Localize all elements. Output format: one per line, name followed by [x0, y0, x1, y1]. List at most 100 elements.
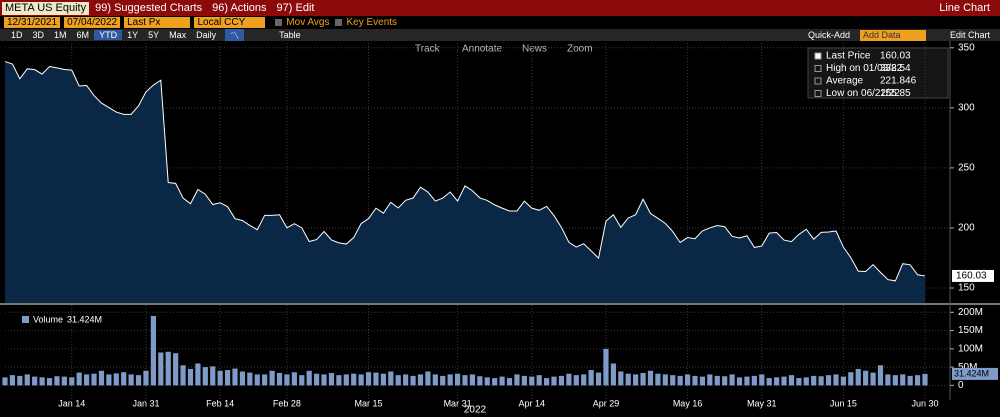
volume-bar — [803, 377, 809, 386]
volume-bar — [484, 377, 490, 386]
volume-bar — [870, 372, 876, 386]
checkbox[interactable] — [275, 19, 283, 26]
volume-bar — [447, 374, 453, 386]
volume-bar — [581, 374, 587, 386]
volume-bar — [818, 376, 824, 386]
volume-bar — [551, 376, 557, 386]
volume-bar — [670, 375, 676, 386]
stat-value: 160.03 — [880, 51, 911, 62]
y-tick-label: 200 — [958, 223, 975, 234]
volume-bar — [848, 372, 854, 386]
y-tick-label: 200M — [958, 307, 983, 318]
volume-bar — [388, 371, 394, 386]
volume-bar — [113, 373, 119, 386]
volume-bar — [17, 375, 23, 386]
volume-bar — [892, 375, 898, 386]
title-bar: META US Equity 99) Suggested Charts 96) … — [0, 0, 1000, 16]
volume-bar — [314, 373, 320, 386]
annotate-tool[interactable]: Annotate — [462, 44, 502, 55]
y-tick-label: 250 — [958, 163, 975, 174]
volume-bar — [907, 375, 913, 386]
volume-bar — [150, 315, 156, 386]
stat-label: High on 01/03/22 — [826, 63, 903, 74]
stat-label: Average — [826, 76, 864, 87]
edit-menu[interactable]: 97) Edit — [276, 2, 315, 14]
volume-bar — [781, 376, 787, 386]
volume-bar — [811, 375, 817, 386]
line-icon[interactable]: 〽 — [225, 28, 245, 42]
period-button[interactable]: 6M — [76, 30, 90, 40]
volume-bar — [143, 370, 149, 386]
volume-bar — [61, 376, 67, 386]
volume-bar — [425, 371, 431, 386]
period-button[interactable]: YTD — [94, 30, 123, 40]
frequency-select[interactable]: Daily — [196, 30, 217, 40]
volume-bar — [736, 377, 743, 386]
volume-bar — [573, 375, 579, 386]
zoom-tool[interactable]: Zoom — [567, 44, 593, 55]
period-bar: 1D 3D 1M 6M YTD 1Y 5Y Max Daily 〽 Table … — [0, 28, 1000, 42]
volume-bar — [774, 377, 780, 386]
volume-bar — [454, 373, 461, 386]
volume-bar — [239, 371, 246, 386]
suggested-charts[interactable]: 99) Suggested Charts — [95, 2, 203, 14]
last-volume-label: 31.424M — [954, 368, 989, 378]
news-tool[interactable]: News — [522, 44, 547, 55]
volume-bar — [863, 370, 869, 386]
key-events[interactable]: Key Events — [346, 17, 398, 28]
period-button[interactable]: 1D — [11, 30, 23, 40]
volume-bar — [536, 375, 542, 386]
period-button[interactable]: Max — [169, 30, 187, 40]
stat-label: Last Price — [826, 51, 871, 62]
last-price-label: 160.03 — [956, 271, 987, 282]
currency-select[interactable]: Local CCY — [194, 17, 266, 28]
volume-bar — [276, 372, 283, 386]
stat-icon — [814, 65, 822, 72]
x-tick-label: Feb 28 — [273, 398, 301, 408]
volume-bar — [566, 373, 572, 386]
period-button[interactable]: 3D — [32, 30, 45, 40]
stat-icon — [814, 52, 822, 60]
volume-bar — [306, 370, 312, 386]
volume-bar — [46, 378, 53, 386]
volume-bar — [217, 370, 223, 386]
volume-bar — [499, 376, 505, 386]
volume-bar — [291, 372, 297, 386]
price-area — [5, 61, 925, 303]
period-button[interactable]: 5Y — [148, 30, 160, 40]
volume-bar — [106, 374, 112, 386]
volume-bar — [766, 378, 772, 386]
edit-chart[interactable]: Edit Chart — [949, 30, 990, 40]
track-tool[interactable]: Track — [415, 44, 441, 55]
chart-type-title: Line Chart — [939, 2, 990, 14]
volume-bar — [521, 375, 527, 386]
start-date[interactable]: 12/31/2021 — [4, 17, 61, 28]
period-button[interactable]: 1Y — [127, 30, 139, 40]
actions-menu[interactable]: 96) Actions — [212, 2, 267, 14]
volume-bar — [128, 374, 134, 386]
volume-bar — [477, 376, 483, 386]
stat-value: 221.846 — [880, 76, 917, 87]
ticker-field[interactable]: META US Equity — [2, 1, 90, 15]
checkbox[interactable] — [335, 19, 343, 26]
mov-avgs[interactable]: Mov Avgs — [286, 17, 330, 28]
period-button[interactable]: 1M — [54, 30, 67, 40]
volume-bar — [699, 376, 706, 386]
end-date[interactable]: 07/04/2022 — [64, 17, 121, 28]
x-tick-label: Feb 14 — [206, 398, 234, 408]
volume-bar — [492, 378, 498, 386]
volume-bar — [588, 370, 594, 386]
quick-add[interactable]: Quick-Add — [807, 30, 850, 40]
field-select[interactable]: Last Px — [124, 17, 191, 28]
volume-bar — [343, 374, 349, 386]
volume-bar — [9, 375, 16, 386]
volume-bar — [180, 365, 186, 386]
add-data-field[interactable]: Add Data — [859, 29, 926, 41]
y-tick-label: 350 — [958, 42, 975, 53]
volume-bar — [202, 367, 208, 386]
volume-bar — [647, 370, 654, 386]
volume-bar — [900, 374, 906, 386]
volume-bar — [195, 363, 201, 386]
volume-bar — [336, 375, 342, 386]
table-button[interactable]: Table — [279, 30, 301, 40]
